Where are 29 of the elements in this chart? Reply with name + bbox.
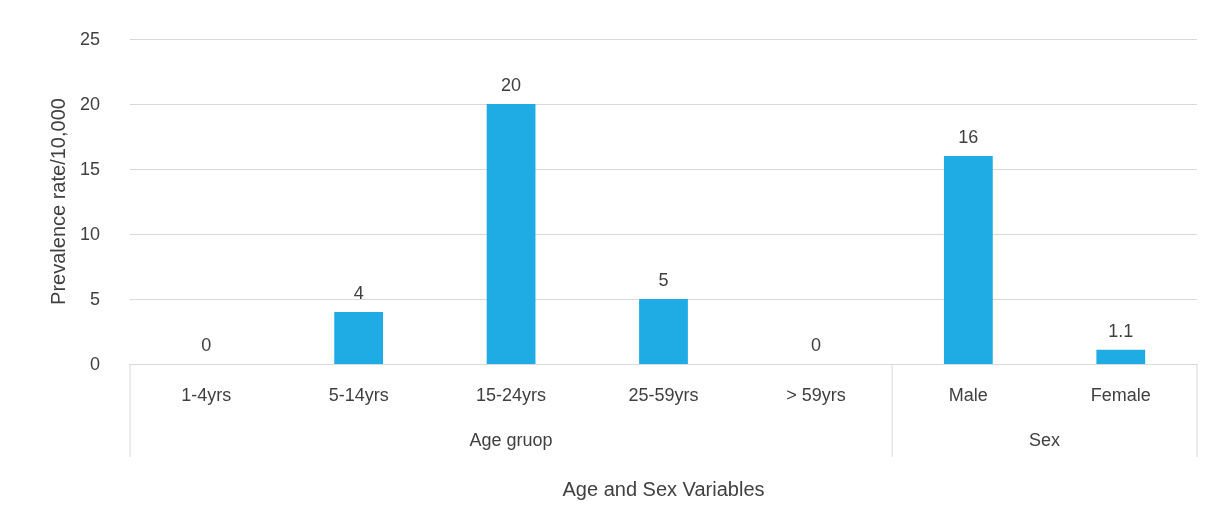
y-tick-label: 10 [79, 224, 100, 244]
bar [1096, 349, 1146, 364]
data-label: 16 [958, 127, 979, 147]
x-tick-label: 15-24yrs [476, 385, 547, 405]
y-tick-label: 20 [79, 94, 100, 114]
x-axis-title: Age and Sex Variables [562, 478, 765, 500]
x-tick-label: 1-4yrs [181, 385, 232, 405]
y-tick-label: 25 [79, 29, 100, 49]
data-label: 4 [353, 283, 364, 303]
x-tick-label: 25-59yrs [628, 385, 699, 405]
bar [639, 299, 688, 364]
data-label: 20 [501, 75, 522, 95]
y-tick-label: 5 [89, 289, 100, 309]
data-label: 5 [658, 270, 669, 290]
text: Age gruop [469, 430, 553, 450]
x-tick-label: Female [1090, 385, 1151, 405]
data-label: 0 [201, 335, 212, 355]
x-tick-label: 5-14yrs [328, 385, 389, 405]
x-tick-label: > 59yrs [786, 385, 846, 405]
bar [943, 156, 993, 364]
bar [486, 104, 536, 364]
x-tick-label: Male [948, 385, 988, 405]
data-label: 0 [810, 335, 821, 355]
bar [334, 312, 384, 364]
y-tick-label: 15 [79, 159, 100, 179]
data-label: 1.1 [1108, 320, 1134, 341]
y-axis-title: Prevalence rate/10,000 [47, 98, 69, 305]
text: Sex [1029, 430, 1061, 450]
y-tick-label: 0 [89, 354, 100, 374]
